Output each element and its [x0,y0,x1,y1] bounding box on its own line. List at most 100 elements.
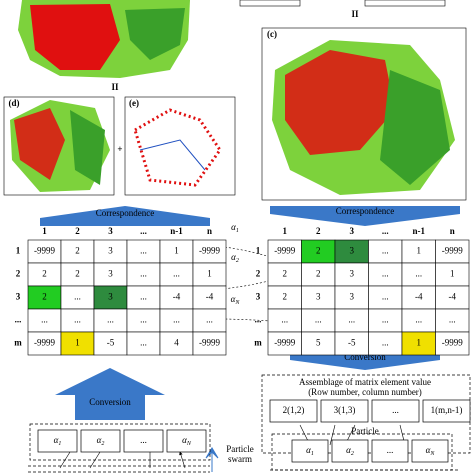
cell-value: 1 [207,269,212,279]
particle-element-base: α [346,445,351,455]
element-cell [371,399,420,423]
cell-value: -9999 [442,246,463,256]
cell-value: 1 [75,338,80,348]
maps [3,0,467,201]
cell-value: -9999 [199,338,220,348]
cell-value: 1 [174,246,179,256]
element-value: 1(m,n-1) [431,405,463,415]
cell-value: ... [140,315,147,325]
particle-element: α2 [346,445,354,457]
particle-element: αN [426,445,436,457]
swarm-label: swarm [228,454,252,464]
arrow-label: Correspondence [96,208,154,218]
cell-value: ... [173,315,180,325]
matrix-cell [435,331,470,356]
row-header: 3 [256,292,261,302]
element-cell [123,429,164,453]
particle-element-sub: 2 [101,441,104,447]
cell-value: ... [140,292,147,302]
box-title: Assemblage of matrix element value [299,377,431,387]
cell-value: 2 [42,269,47,279]
element-cell [411,439,449,463]
particle-element: ... [140,435,147,445]
cell-value: -5 [107,338,115,348]
particle-element: α2 [97,435,105,447]
row-header: m [254,338,262,348]
cell-value: -4 [449,292,457,302]
alpha-label-sub: N [234,300,240,306]
row-header: 1 [256,246,261,256]
equals-mark: II [111,82,119,92]
particle-element: ... [387,445,394,455]
plus-sign: + [117,144,122,154]
cell-value: ... [382,246,389,256]
row-header: ... [15,315,22,325]
cell-value: 4 [174,338,179,348]
cell-value: ... [415,315,422,325]
cell-value: ... [382,269,389,279]
particle-element-base: α [426,445,431,455]
cell-value: 2 [316,269,321,279]
cell-value: -9999 [199,246,220,256]
element-cell [291,439,329,463]
cell-value: ... [74,315,81,325]
particle-element-sub: N [186,441,192,447]
cell-value: -4 [206,292,214,302]
arrow-label: Conversion [89,397,131,407]
cell-value: -5 [348,338,356,348]
cell-value: 2 [283,292,288,302]
cell-value: 2 [75,269,80,279]
row-header: 2 [256,269,261,279]
particle-element: αN [182,435,192,447]
cell-value: ... [206,315,213,325]
column-header: 1 [283,226,288,236]
cell-value: ... [107,315,114,325]
cell-value: 3 [350,292,355,302]
cell-value: 2 [316,246,321,256]
particle-element: α1 [306,445,314,457]
cell-value: -9999 [34,338,55,348]
element-value: 3(1,3) [334,405,356,415]
cell-value: -9999 [34,246,55,256]
column-header: 2 [316,226,321,236]
cell-value: -4 [173,292,181,302]
alpha-label-sub: 2 [236,258,239,264]
column-header: ... [382,226,389,236]
column-header: 1 [42,226,47,236]
cell-value: ... [382,315,389,325]
particle-element: α1 [54,435,62,447]
cell-value: ... [140,338,147,348]
column-header: 3 [108,226,113,236]
column-header: n-1 [170,226,183,236]
particle-element-sub: N [429,451,435,457]
cell-value: 3 [316,292,321,302]
cell-value: ... [382,292,389,302]
element-cell [269,399,318,423]
row-header: m [14,338,22,348]
cell-value: ... [449,315,456,325]
element-cell [422,399,471,423]
cell-value: 3 [350,246,355,256]
cell-value: -4 [415,292,423,302]
cell-value: ... [74,292,81,302]
panel-label: (d) [9,98,20,108]
cell-value: 2 [42,292,47,302]
column-header: n [450,226,455,236]
arrow-label: Correspondence [336,206,394,216]
element-cell [331,439,369,463]
column-header: 3 [350,226,355,236]
row-header: 2 [16,269,21,279]
particle-element-sub: 2 [351,451,354,457]
column-header: n-1 [412,226,425,236]
alpha-label-sub: 1 [236,228,239,234]
column-header: 2 [75,226,80,236]
particle-element-base: α [97,435,102,445]
cell-value: ... [382,338,389,348]
box-title: Particle [351,426,379,436]
alpha-label-base: α [231,294,236,304]
element-cell [37,429,78,453]
alpha-label-base: α [231,252,236,262]
cell-value: ... [415,269,422,279]
cell-value: -9999 [274,338,295,348]
particle-element-base: α [54,435,59,445]
